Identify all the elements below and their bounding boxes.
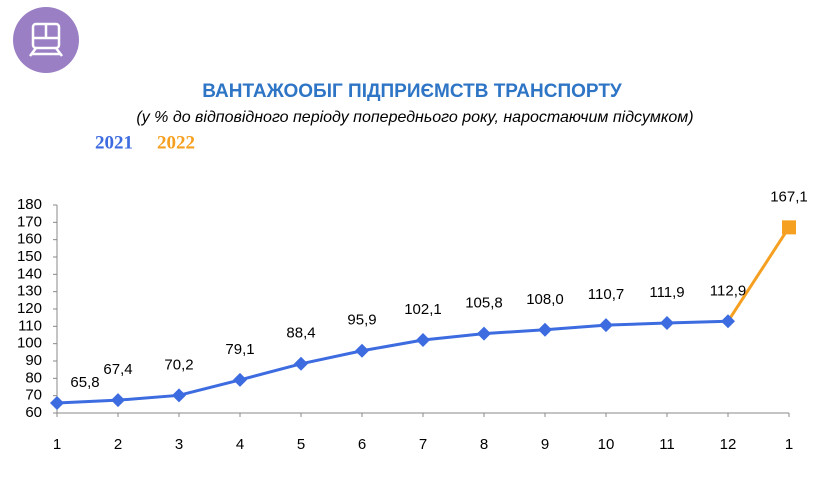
- y-tick-label: 180: [17, 196, 42, 213]
- legend-entry: 2021: [95, 132, 133, 153]
- x-tick-label: 8: [480, 436, 488, 453]
- marker: [477, 326, 491, 341]
- data-label: 88,4: [286, 325, 315, 342]
- marker: [538, 322, 552, 337]
- x-tick-label: 3: [175, 436, 183, 453]
- data-label: 111,9: [649, 284, 684, 301]
- data-label: 79,1: [225, 341, 254, 358]
- x-tick-label: 10: [598, 436, 615, 453]
- marker: [294, 356, 308, 371]
- y-tick-label: 60: [25, 404, 42, 421]
- icon-circle: [13, 7, 79, 73]
- y-tick-label: 120: [17, 300, 42, 317]
- y-tick-label: 130: [17, 283, 42, 300]
- y-tick-label: 100: [17, 335, 42, 352]
- x-tick-label: 9: [541, 436, 549, 453]
- marker: [782, 220, 796, 235]
- series-line: [56, 319, 729, 405]
- marker: [111, 393, 125, 408]
- chart-title: ВАНТАЖООБІГ ПІДПРИЄМСТВ ТРАНСПОРТУ: [202, 81, 622, 102]
- data-label: 105,8: [465, 295, 503, 312]
- marker: [660, 316, 674, 331]
- marker: [599, 318, 613, 333]
- y-tick-label: 140: [17, 265, 42, 282]
- marker: [172, 388, 186, 403]
- x-tick-label: 7: [419, 436, 427, 453]
- data-label: 110,7: [588, 286, 624, 303]
- y-tick-label: 80: [25, 369, 42, 386]
- y-tick-label: 170: [17, 213, 42, 230]
- legend-entry: 2022: [157, 132, 195, 153]
- marker: [416, 333, 430, 348]
- series-line: [726, 226, 791, 323]
- x-tick-label: 4: [236, 436, 244, 453]
- y-tick-label: 160: [17, 231, 42, 248]
- y-tick-label: 150: [17, 248, 42, 265]
- data-label: 108,0: [526, 291, 564, 308]
- x-tick-label: 11: [659, 436, 675, 453]
- x-tick-label: 1: [785, 436, 793, 453]
- x-tick-label: 6: [358, 436, 366, 453]
- marker: [233, 372, 247, 387]
- data-label: 67,4: [103, 361, 132, 378]
- x-tick-label: 5: [297, 436, 305, 453]
- marker: [355, 343, 369, 358]
- marker: [50, 395, 64, 410]
- data-label: 65,8: [70, 374, 99, 391]
- data-label: 102,1: [404, 301, 442, 318]
- y-tick-label: 70: [25, 387, 42, 404]
- data-label: 70,2: [164, 356, 193, 373]
- x-tick-label: 12: [720, 436, 737, 453]
- data-label: 112,9: [710, 282, 746, 299]
- chart-subtitle: (у % до відповідного періоду попередньог…: [136, 109, 693, 126]
- data-label: 167,1: [770, 188, 808, 205]
- train-icon: [29, 22, 63, 57]
- marker: [721, 314, 735, 329]
- y-tick-label: 90: [25, 352, 42, 369]
- y-tick-label: 110: [18, 317, 42, 334]
- data-label: 95,9: [347, 312, 376, 329]
- x-tick-label: 2: [114, 436, 122, 453]
- x-tick-label: 1: [53, 436, 61, 453]
